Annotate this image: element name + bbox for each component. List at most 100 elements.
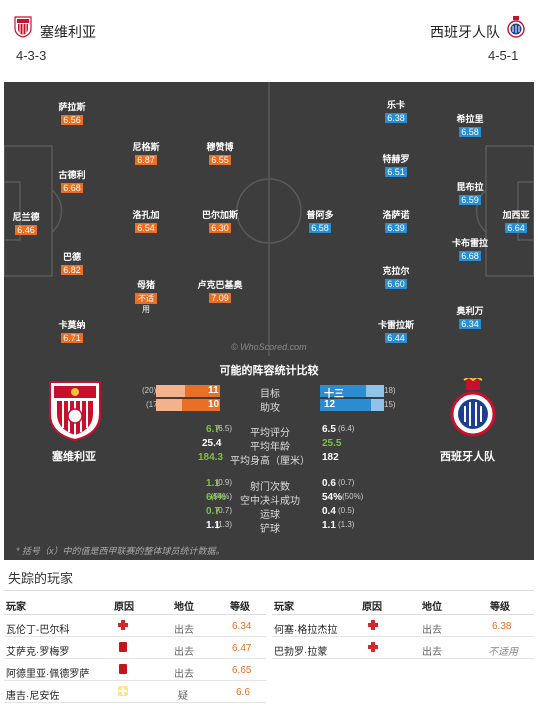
away-player[interactable]: 克拉尔 6.60 xyxy=(382,266,410,289)
away-player[interactable]: 希拉里 6.58 xyxy=(456,114,484,137)
away-player[interactable]: 加西亚 6.64 xyxy=(502,210,530,233)
away-player[interactable]: 奥利万 6.34 xyxy=(456,306,484,329)
away-team-name[interactable]: 西班牙人队 xyxy=(430,24,500,40)
stat-row-shots: (0.9) 1.1 射门次数 0.6 (0.7) xyxy=(206,478,355,493)
away-player[interactable]: 昆布拉 6.59 xyxy=(456,182,484,205)
away-stats-team-name: 西班牙人队 xyxy=(440,451,495,463)
col-header-reason: 原因 xyxy=(362,602,382,613)
missing-player-row[interactable]: 阿德里亚·佩德罗萨 出去 6.65 xyxy=(4,659,266,681)
player-rating: 6.34 xyxy=(459,319,481,329)
home-formation: 4-3-3 xyxy=(16,48,47,63)
player-rating: 6.30 xyxy=(209,223,231,233)
divider xyxy=(272,614,534,615)
player-rating: 6.39 xyxy=(385,223,407,233)
away-player[interactable]: 卡布雷拉 6.68 xyxy=(451,238,488,261)
home-player[interactable]: 母猪 不适 用 xyxy=(135,280,157,314)
player-rating: 6.38 xyxy=(385,113,407,123)
away-goals-bar xyxy=(320,385,366,397)
stat-row-dribbles: (0.7) 0.7 运球 0.4 (0.5) xyxy=(206,506,355,521)
missing-player-row[interactable]: 艾萨克·罗梅罗 出去 6.47 xyxy=(4,637,266,659)
player-name[interactable]: 瓦伦丁-巴尔科 xyxy=(6,625,70,636)
player-name[interactable]: 巴勃罗·拉蒙 xyxy=(274,647,328,658)
injury-icon xyxy=(368,620,378,630)
stat-row-height: 184.3 平均身高（厘米） 182 xyxy=(198,452,339,467)
col-header-status: 地位 xyxy=(422,602,442,613)
home-player[interactable]: 尼格斯 6.87 xyxy=(132,142,160,165)
player-rating: 6.68 xyxy=(459,251,481,261)
player-rating: 6.58 xyxy=(309,223,331,233)
home-player[interactable]: 尼兰德 6.46 xyxy=(12,212,40,235)
player-rating: 6.71 xyxy=(61,333,83,343)
player-rating: 6.56 xyxy=(61,115,83,125)
lineup-pitch: 萨拉斯 6.56 古德利 6.68 尼兰德 6.46 巴德 6.82 卡莫纳 6… xyxy=(4,82,534,356)
red-card-icon xyxy=(119,664,127,674)
home-team-name[interactable]: 塞维利亚 xyxy=(40,24,96,40)
home-player[interactable]: 卡莫纳 6.71 xyxy=(58,320,86,343)
whoscored-watermark: © WhoScored.com xyxy=(231,342,307,352)
sevilla-crest-icon xyxy=(49,381,101,442)
player-rating: 7.09 xyxy=(209,293,231,303)
stat-row-tackles: (1.3) 1.1 铲球 1.1 (1.3) xyxy=(206,520,355,535)
home-assists-bar xyxy=(182,399,220,411)
col-header-rating: 等级 xyxy=(230,602,250,613)
espanyol-crest-icon xyxy=(450,378,496,437)
col-header-status: 地位 xyxy=(174,602,194,613)
player-rating: 6.87 xyxy=(135,155,157,165)
injury-icon xyxy=(368,642,378,652)
home-goals-bar xyxy=(185,385,220,397)
stat-row-rating: (6.5) 6.7 平均评分 6.5 (6.4) xyxy=(206,424,355,439)
col-header-reason: 原因 xyxy=(114,602,134,613)
col-header-player: 玩家 xyxy=(274,602,294,613)
divider xyxy=(4,614,266,615)
player-rating: 6.59 xyxy=(459,195,481,205)
lineup-stats-comparison: 可能的阵容统计比较 塞维利亚 西班牙人队 (20) 11 目标 十三 18) xyxy=(4,356,534,560)
player-rating: 6.82 xyxy=(61,265,83,275)
stat-row-aerials: (54%) 64% 空中决斗成功 54% (50%) xyxy=(206,492,364,507)
home-player[interactable]: 巴尔加斯 6.30 xyxy=(201,210,238,233)
espanyol-crest-icon xyxy=(507,16,525,38)
pitch-lines xyxy=(4,82,534,356)
missing-player-row[interactable]: 瓦伦丁-巴尔科 出去 6.34 xyxy=(4,615,266,637)
sevilla-crest-icon xyxy=(14,16,32,38)
player-rating: 6.51 xyxy=(385,167,407,177)
home-player[interactable]: 古德利 6.68 xyxy=(58,170,86,193)
col-header-rating: 等级 xyxy=(490,602,510,613)
home-stats-team-name: 塞维利亚 xyxy=(52,451,96,463)
player-rating: 6.58 xyxy=(459,127,481,137)
injury-icon xyxy=(118,620,128,630)
away-player[interactable]: 乐卡 6.38 xyxy=(385,100,407,123)
player-rating: 6.46 xyxy=(15,225,37,235)
away-player[interactable]: 特赫罗 6.51 xyxy=(382,154,410,177)
player-rating: 6.54 xyxy=(135,223,157,233)
match-header: 塞维利亚 4-3-3 西班牙人队 4-5-1 xyxy=(0,0,538,80)
player-name[interactable]: 唐吉·尼安佐 xyxy=(6,691,60,702)
home-player[interactable]: 萨拉斯 6.56 xyxy=(58,102,86,125)
home-player[interactable]: 巴德 6.82 xyxy=(61,252,83,275)
missing-player-row[interactable]: 唐吉·尼安佐 疑 6.6 xyxy=(4,681,266,703)
away-player[interactable]: 洛萨诺 6.39 xyxy=(382,210,410,233)
missing-players-title: 失踪的玩家 xyxy=(8,571,74,586)
away-formation: 4-5-1 xyxy=(488,48,519,63)
missing-player-row[interactable]: 何塞·格拉杰拉 出去 6.38 xyxy=(272,615,534,637)
away-assists-bar xyxy=(320,399,371,411)
player-name[interactable]: 何塞·格拉杰拉 xyxy=(274,625,338,636)
player-rating: 6.55 xyxy=(209,155,231,165)
player-name[interactable]: 阿德里亚·佩德罗萨 xyxy=(6,669,90,680)
assists-bar-row: (17 10 助攻 12 15) xyxy=(146,399,396,414)
goals-bar-row: (20) 11 目标 十三 18) xyxy=(142,385,396,400)
red-card-icon xyxy=(119,642,127,652)
col-header-player: 玩家 xyxy=(6,602,26,613)
player-rating: 不适 xyxy=(135,293,157,304)
player-name[interactable]: 艾萨克·罗梅罗 xyxy=(6,647,70,658)
home-player[interactable]: 穆赞博 6.55 xyxy=(206,142,234,165)
missing-player-row[interactable]: 巴勃罗·拉蒙 出去 不适用 xyxy=(272,637,534,659)
player-rating: 6.60 xyxy=(385,279,407,289)
stats-footnote: * 括号（x）中的值是西甲联赛的整体球员统计数据。 xyxy=(16,546,225,556)
away-player[interactable]: 卡雷拉斯 6.44 xyxy=(377,320,414,343)
away-player[interactable]: 普阿多 6.58 xyxy=(306,210,334,233)
stat-row-age: 25.4 平均年龄 25.5 xyxy=(202,438,342,453)
home-player[interactable]: 卢克巴基奥 7.09 xyxy=(197,280,243,303)
divider xyxy=(4,590,534,591)
player-rating: 6.68 xyxy=(61,183,83,193)
home-player[interactable]: 洛孔加 6.54 xyxy=(132,210,160,233)
